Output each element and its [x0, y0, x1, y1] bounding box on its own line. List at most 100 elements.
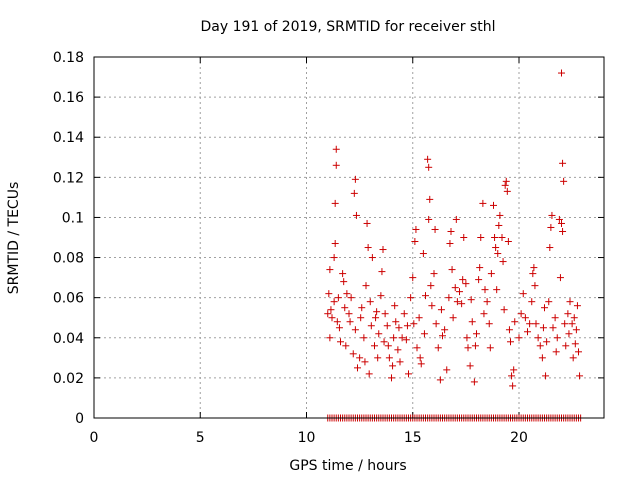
x-tick-label: 15: [404, 430, 422, 446]
data-point: [400, 310, 408, 318]
data-point: [479, 199, 487, 207]
data-point: [452, 215, 460, 223]
data-point: [335, 324, 343, 332]
data-point: [519, 290, 527, 298]
data-point: [542, 372, 550, 380]
data-point: [384, 342, 392, 350]
data-point: [499, 258, 507, 266]
data-point: [431, 225, 439, 233]
data-point: [553, 334, 561, 342]
data-point: [492, 244, 500, 252]
data-point: [424, 155, 432, 163]
data-point: [486, 344, 494, 352]
data-point: [396, 358, 404, 366]
data-point: [340, 278, 348, 286]
data-point: [547, 223, 555, 231]
data-point: [427, 282, 435, 290]
data-point: [402, 336, 410, 344]
data-point: [494, 250, 502, 258]
data-point: [536, 342, 544, 350]
y-tick-label: 0.1: [62, 210, 84, 226]
data-point: [436, 376, 444, 384]
data-point: [390, 334, 398, 342]
data-point: [413, 344, 421, 352]
data-point: [541, 304, 548, 312]
data-point: [485, 320, 493, 328]
data-point: [529, 270, 537, 278]
data-point: [332, 145, 340, 153]
data-point: [342, 342, 350, 350]
data-point: [330, 254, 338, 262]
data-point: [475, 276, 483, 284]
x-tick-label: 10: [298, 430, 316, 446]
x-tick-label: 0: [90, 430, 99, 446]
data-point: [515, 334, 523, 342]
data-point: [487, 270, 495, 278]
data-point: [434, 344, 442, 352]
data-point: [503, 187, 511, 195]
data-point: [411, 238, 419, 246]
data-point: [456, 288, 463, 296]
data-point: [371, 342, 378, 350]
data-point: [380, 338, 388, 346]
data-point: [346, 318, 354, 326]
data-point: [552, 348, 560, 356]
data-point: [365, 370, 373, 378]
data-point: [367, 322, 375, 330]
data-point: [425, 163, 433, 171]
data-point: [324, 310, 332, 318]
data-point: [378, 268, 386, 276]
data-point: [358, 304, 366, 312]
data-point: [549, 324, 557, 332]
data-point: [362, 282, 370, 290]
data-point: [573, 302, 581, 310]
data-point: [325, 290, 333, 298]
data-point: [330, 298, 338, 306]
data-point: [524, 328, 531, 336]
data-point: [446, 240, 454, 248]
data-point: [568, 320, 576, 328]
data-point: [453, 298, 461, 306]
data-point: [538, 354, 546, 362]
data-point: [539, 324, 547, 332]
data-point: [331, 240, 339, 248]
x-tick-label: 20: [510, 430, 528, 446]
y-axis-label: SRMTID / TECUs: [6, 182, 22, 295]
data-point: [422, 292, 429, 300]
data-point: [364, 244, 372, 252]
data-point: [501, 181, 509, 189]
data-point: [448, 266, 456, 274]
chart-title: Day 191 of 2019, SRMTID for receiver sth…: [201, 19, 496, 35]
data-point: [505, 326, 513, 334]
data-point: [409, 274, 417, 282]
y-tick-label: 0.16: [53, 90, 84, 106]
data-point: [565, 330, 573, 338]
y-tick-label: 0.12: [53, 170, 84, 186]
data-point: [416, 354, 424, 362]
y-tick-label: 0.18: [53, 50, 84, 66]
data-point: [572, 326, 580, 334]
data-point: [566, 298, 574, 306]
x-axis-label: GPS time / hours: [289, 458, 406, 474]
data-point: [332, 161, 340, 169]
data-point: [507, 338, 514, 346]
data-point: [375, 330, 383, 338]
data-point: [394, 346, 402, 354]
data-point: [415, 314, 423, 322]
data-point: [392, 318, 400, 326]
data-point: [368, 254, 376, 262]
data-point: [467, 296, 475, 304]
data-point: [351, 175, 359, 183]
data-point: [350, 189, 358, 197]
data-point: [496, 211, 504, 219]
data-point: [349, 350, 357, 358]
data-point: [337, 338, 344, 346]
data-point: [447, 227, 455, 235]
data-point: [410, 320, 418, 328]
data-point: [546, 244, 554, 252]
data-point: [420, 330, 428, 338]
data-point: [498, 234, 506, 241]
data-point: [361, 358, 369, 366]
data-point: [464, 344, 472, 352]
